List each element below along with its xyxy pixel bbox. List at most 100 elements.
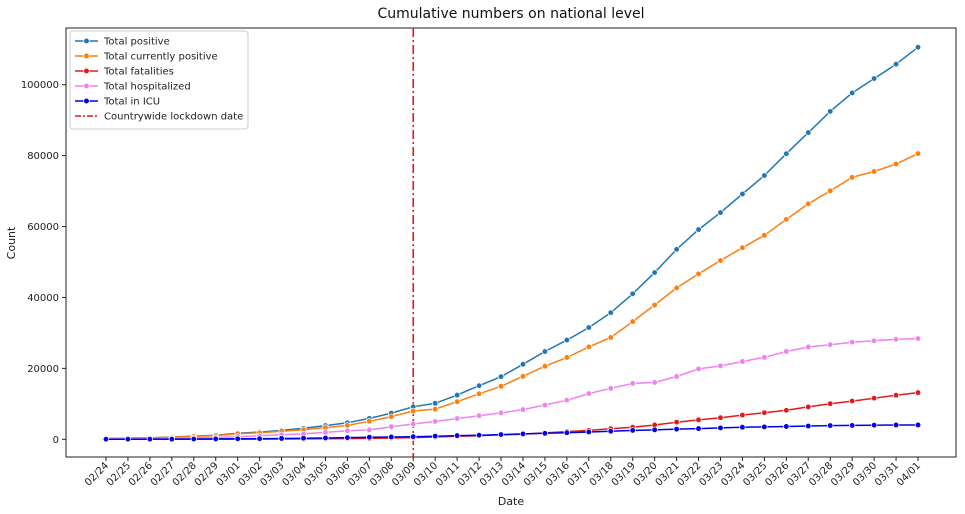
data-point — [739, 190, 746, 198]
x-tick-label: 03/21 — [654, 460, 682, 488]
x-tick-label: 03/16 — [544, 460, 572, 488]
x-tick-label: 03/19 — [610, 460, 638, 488]
x-tick-label: 02/29 — [193, 460, 221, 488]
data-point — [849, 174, 856, 181]
x-tick-label: 03/11 — [434, 460, 462, 488]
y-tick-label: 0 — [53, 435, 59, 446]
legend-item: Total positive — [75, 37, 170, 48]
data-point — [783, 423, 790, 430]
x-tick-label: 03/06 — [324, 460, 352, 488]
data-point — [300, 435, 307, 442]
x-tick-label: 02/28 — [171, 460, 199, 488]
data-point — [519, 361, 527, 368]
data-point — [629, 380, 636, 387]
data-point — [541, 348, 549, 355]
x-tick-label: 03/27 — [785, 460, 813, 488]
y-tick-label: 100000 — [21, 80, 59, 91]
x-tick-label: 03/07 — [346, 460, 374, 488]
data-point — [892, 61, 900, 68]
data-point — [717, 209, 724, 216]
data-point — [827, 400, 834, 407]
data-point — [783, 348, 790, 355]
data-point — [673, 246, 680, 253]
x-tick-label: 03/20 — [632, 460, 660, 488]
data-point — [453, 391, 461, 399]
y-tick-label: 60000 — [27, 222, 59, 233]
data-point — [453, 432, 461, 439]
data-point — [607, 385, 614, 392]
x-tick-label: 02/27 — [149, 460, 177, 488]
series-line — [105, 337, 919, 440]
data-point — [366, 434, 373, 441]
x-tick-label: 03/08 — [368, 460, 396, 488]
legend-label: Total positive — [103, 37, 170, 48]
data-point — [849, 339, 856, 346]
data-point — [761, 172, 768, 179]
data-point — [805, 403, 812, 411]
series-line — [106, 391, 919, 440]
x-tick-label: 03/10 — [412, 460, 440, 488]
data-point — [629, 290, 636, 297]
data-point — [344, 427, 351, 434]
data-point — [585, 390, 592, 397]
legend-swatch-marker — [83, 82, 90, 90]
legend-swatch-marker — [83, 97, 90, 105]
data-point — [870, 422, 878, 429]
data-point — [805, 129, 812, 136]
data-point — [497, 383, 505, 390]
legend: Total positive Total currently positive To… — [69, 30, 249, 130]
data-point — [388, 433, 395, 441]
data-point — [344, 422, 351, 429]
y-tick-label: 80000 — [27, 151, 59, 162]
legend-item: Total hospitalized — [75, 82, 191, 93]
data-point — [761, 354, 768, 361]
legend-swatch-marker — [83, 37, 90, 45]
data-point — [783, 407, 790, 414]
legend-item: Countrywide lockdown date — [75, 112, 243, 123]
legend-label: Total in ICU — [103, 97, 160, 108]
data-point — [432, 418, 439, 425]
data-point — [388, 423, 395, 430]
data-point — [849, 89, 856, 97]
data-point — [651, 379, 658, 386]
data-point — [827, 187, 834, 195]
x-tick-label: 03/15 — [522, 460, 550, 488]
data-point — [146, 435, 154, 443]
data-point — [410, 433, 417, 440]
data-point — [805, 343, 812, 351]
data-point — [827, 422, 834, 429]
data-point — [717, 257, 724, 264]
data-point — [629, 427, 636, 434]
data-point — [761, 409, 768, 416]
data-point — [717, 362, 724, 370]
data-point — [673, 284, 680, 292]
x-tick-label: 02/25 — [105, 460, 133, 488]
x-axis-title: Date — [498, 495, 525, 508]
data-point — [739, 244, 746, 251]
data-point — [783, 150, 790, 157]
data-point — [541, 401, 549, 409]
series-layer — [102, 44, 922, 443]
data-point — [849, 422, 856, 429]
data-point — [607, 428, 614, 435]
data-point — [497, 409, 505, 417]
legend-label: Total fatalities — [103, 67, 174, 78]
data-point — [410, 407, 417, 415]
legend-swatch-marker — [83, 52, 90, 60]
x-tick-label: 03/14 — [500, 460, 528, 488]
data-point — [388, 413, 395, 420]
y-tick-label: 20000 — [27, 364, 59, 375]
data-point — [870, 395, 878, 402]
data-point — [914, 44, 922, 51]
data-point — [519, 406, 527, 413]
data-point — [673, 419, 680, 426]
data-point — [168, 435, 175, 443]
x-tick-label: 03/25 — [741, 460, 769, 488]
data-point — [453, 398, 461, 405]
data-point — [256, 435, 263, 442]
data-point — [519, 373, 527, 380]
x-tick-label: 03/26 — [763, 460, 791, 488]
data-point — [607, 309, 614, 316]
x-tick-label: 03/03 — [259, 460, 287, 488]
